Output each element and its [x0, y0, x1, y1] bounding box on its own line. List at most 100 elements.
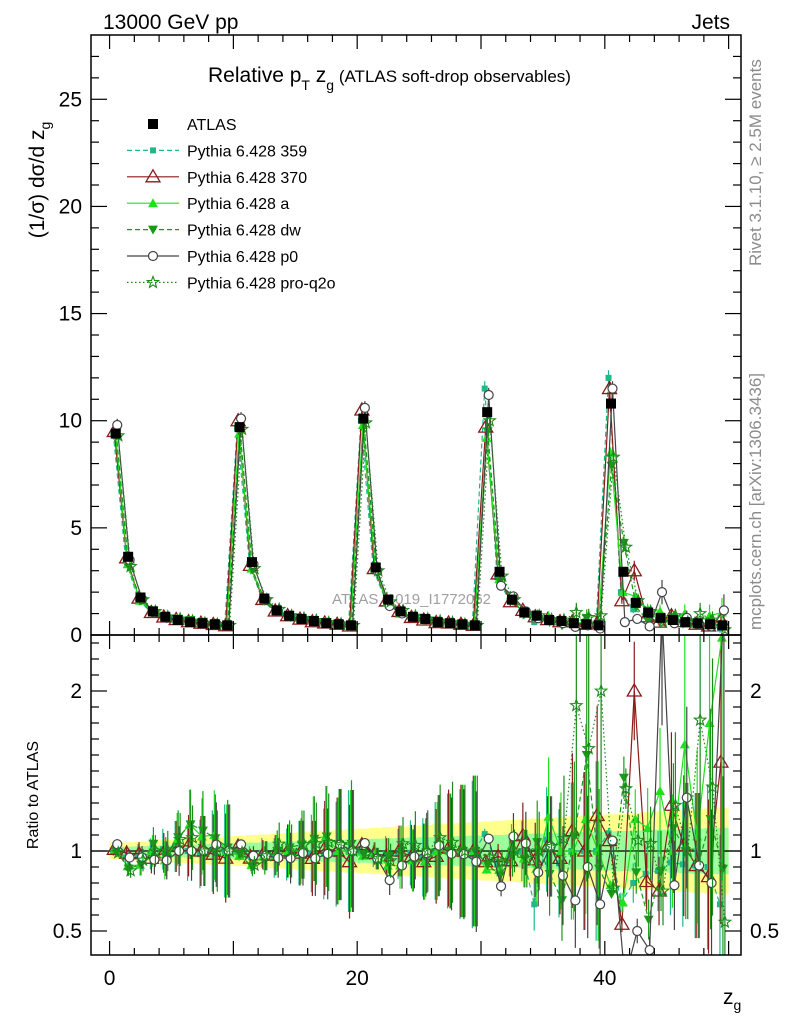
atlas-point — [333, 619, 344, 630]
atlas-point — [271, 605, 282, 616]
pythia-p0-point — [644, 944, 655, 955]
tick-label: 10 — [59, 410, 82, 433]
pythia-q2o-point — [680, 843, 696, 858]
pythia-p0-point — [147, 250, 159, 262]
atlas-point — [705, 619, 716, 630]
pythia-dw-point — [606, 889, 617, 899]
pythia-q2o-point — [395, 836, 411, 850]
pythia-q2o-point — [593, 683, 609, 698]
tick-label: 1 — [70, 840, 82, 863]
atlas-point — [445, 618, 456, 629]
series-line-pq2o — [117, 420, 726, 631]
pythia-359-point — [543, 836, 550, 843]
pythia-p0-point — [396, 860, 408, 871]
atlas-point — [581, 619, 592, 630]
pythia-q2o-point — [309, 835, 324, 850]
pythia-370-point — [613, 592, 631, 607]
tick-label: 0 — [104, 967, 116, 990]
pythia-dw-point — [148, 225, 158, 235]
axes-ticks: 0 5 10 15 20 25 0 20 40 0.5 0.5 1 1 2 2 — [53, 35, 779, 990]
pythia-q2o-point — [593, 608, 609, 622]
title-sub-t: T — [301, 77, 310, 93]
chart-title: Relative pT zg (ATLAS soft-drop observab… — [208, 64, 571, 93]
pythia-p0-point — [174, 845, 185, 857]
pythia-q2o-point — [569, 604, 584, 619]
pythia-359-point — [605, 374, 612, 381]
pythia-p0-point — [495, 881, 507, 892]
atlas-point — [457, 619, 468, 630]
pythia-359-point — [667, 859, 674, 866]
pythia-q2o-point — [234, 844, 250, 859]
energy-label: 13000 GeV pp — [103, 11, 238, 34]
atlas-point — [506, 594, 517, 605]
atlas-point — [110, 428, 121, 439]
pythia-q2o-point — [445, 834, 460, 849]
atlas-point — [420, 613, 431, 624]
pythia-q2o-point — [185, 830, 200, 844]
tick-label: 2 — [750, 680, 762, 703]
pythia-q2o-point — [457, 843, 473, 858]
pythia-370-point — [626, 682, 643, 697]
pythia-q2o-point — [222, 843, 237, 858]
pythia-p0-point — [718, 605, 730, 616]
pythia-a-point — [679, 739, 690, 749]
pythia-p0-point — [186, 845, 197, 857]
pythia-370-point — [144, 168, 162, 183]
atlas-point — [630, 597, 641, 608]
pythia-p0-point — [706, 877, 717, 889]
pythia-q2o-point — [432, 830, 448, 844]
pythia-dw-point — [631, 868, 642, 878]
pythia-p0-point — [409, 851, 420, 862]
atlas-point — [172, 615, 183, 625]
pythia-q2o-point — [618, 780, 634, 795]
pythia-q2o-point — [259, 848, 274, 862]
atlas-point — [531, 610, 542, 621]
x-label-subscript: g — [734, 997, 742, 1013]
atlas-point — [606, 398, 616, 409]
tick-label: 0.5 — [53, 920, 82, 943]
pythia-p0-point — [681, 792, 692, 803]
atlas-point — [407, 611, 418, 622]
pythia-p0-point — [446, 848, 457, 860]
pythia-p0-point — [434, 840, 445, 851]
pythia-a-point — [655, 786, 666, 795]
pythia-q2o-point — [247, 857, 262, 872]
atlas-point — [358, 413, 369, 424]
atlas-point — [618, 566, 629, 577]
pythia-370-point — [613, 915, 631, 930]
pythia-359-point — [150, 147, 156, 154]
pythia-a-point — [617, 897, 628, 907]
legend-label-pp0: Pythia 6.428 p0 — [187, 249, 298, 266]
atlas-point — [494, 566, 505, 577]
pythia-q2o-point — [482, 849, 497, 864]
pythia-q2o-point — [408, 837, 423, 852]
pythia-359-point — [630, 606, 637, 613]
main-y-axis-label: (1/σ) dσ/d zg — [26, 122, 53, 239]
pythia-q2o-point — [272, 836, 287, 851]
pythia-q2o-point — [544, 838, 559, 853]
legend-label-p370: Pythia 6.428 370 — [187, 170, 307, 187]
pythia-p0-point — [161, 855, 172, 866]
atlas-point — [308, 616, 319, 627]
atlas-point — [284, 610, 295, 621]
atlas-point — [222, 620, 233, 631]
atlas-point — [197, 618, 208, 629]
pythia-p0-point — [112, 419, 123, 431]
rivet-version-label: Rivet 3.1.10, ≥ 2.5M events — [746, 59, 765, 266]
pythia-p0-point — [557, 870, 569, 881]
x-label-main: z — [723, 986, 734, 1009]
atlas-point — [321, 618, 332, 629]
pythia-q2o-point — [284, 843, 299, 858]
pythia-q2o-point — [210, 843, 225, 858]
pythia-q2o-point — [692, 712, 708, 727]
ratio-line-pp0 — [116, 635, 724, 955]
pythia-p0-point — [273, 852, 284, 864]
pythia-q2o-point — [532, 843, 547, 858]
legend-label-pdw: Pythia 6.428 dw — [187, 223, 301, 240]
title-sub-g: g — [326, 77, 334, 93]
ratio-y-axis-label: Ratio to ATLAS — [25, 741, 42, 849]
pythia-q2o-point — [145, 274, 161, 289]
pythia-359-point — [679, 861, 686, 868]
title-part-a: Relative p — [208, 64, 301, 87]
tick-label: 20 — [346, 967, 369, 990]
